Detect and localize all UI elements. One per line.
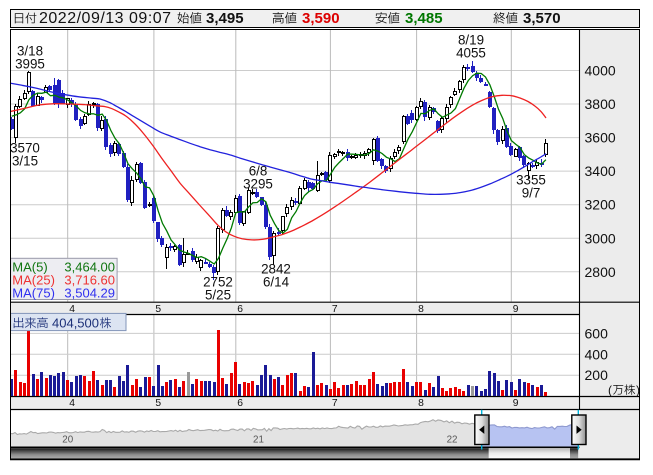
svg-text:3,495: 3,495 (206, 10, 244, 27)
svg-text:8: 8 (418, 398, 424, 409)
svg-text:MA(25): MA(25) (12, 273, 55, 288)
svg-text:2022/09/13 09:07: 2022/09/13 09:07 (39, 10, 172, 27)
svg-text:21: 21 (253, 435, 264, 446)
svg-text:5: 5 (155, 398, 161, 409)
svg-text:(: ( (608, 383, 612, 397)
svg-text:8/19: 8/19 (458, 32, 484, 47)
svg-text:): ) (636, 383, 640, 397)
svg-text:20: 20 (62, 435, 73, 446)
svg-text:3600: 3600 (585, 130, 616, 146)
svg-text:600: 600 (585, 325, 609, 341)
svg-text:3995: 3995 (15, 56, 45, 71)
svg-text:MA(75): MA(75) (12, 285, 55, 300)
svg-text:3/18: 3/18 (17, 43, 43, 58)
svg-text:9: 9 (513, 398, 519, 409)
svg-text:6: 6 (237, 398, 243, 409)
svg-text:6: 6 (237, 304, 243, 315)
svg-text:9/7: 9/7 (522, 185, 541, 200)
svg-text:3295: 3295 (243, 176, 273, 191)
svg-text:2842: 2842 (261, 261, 291, 276)
svg-text:7: 7 (332, 398, 338, 409)
svg-text:3,570: 3,570 (523, 10, 561, 27)
svg-text:3,590: 3,590 (302, 10, 340, 27)
svg-text:3,504.29: 3,504.29 (64, 285, 115, 300)
svg-text:5/25: 5/25 (205, 287, 231, 302)
svg-text:6/14: 6/14 (263, 274, 290, 289)
svg-text:8: 8 (418, 304, 424, 315)
svg-text:7: 7 (332, 304, 338, 315)
svg-text:3/15: 3/15 (12, 153, 38, 168)
svg-text:MA(5): MA(5) (12, 260, 47, 275)
svg-text:4: 4 (69, 398, 75, 409)
svg-text:4055: 4055 (456, 45, 486, 60)
svg-text:9: 9 (513, 304, 519, 315)
svg-text:2752: 2752 (203, 274, 233, 289)
svg-text:3570: 3570 (10, 140, 40, 155)
svg-text:3800: 3800 (585, 96, 616, 112)
svg-text:3400: 3400 (585, 163, 616, 179)
svg-text:3200: 3200 (585, 197, 616, 213)
svg-text:4000: 4000 (585, 63, 616, 79)
svg-text:3,464.00: 3,464.00 (64, 260, 115, 275)
svg-text:3,485: 3,485 (405, 10, 443, 27)
svg-text:3,716.60: 3,716.60 (64, 273, 115, 288)
svg-text:22: 22 (447, 435, 458, 446)
svg-text:6/8: 6/8 (249, 163, 268, 178)
svg-text:4: 4 (69, 304, 75, 315)
svg-text:400: 400 (585, 346, 609, 362)
svg-text:404,500: 404,500 (52, 315, 99, 330)
svg-text:3355: 3355 (516, 172, 546, 187)
svg-text:200: 200 (585, 367, 609, 383)
svg-text:3000: 3000 (585, 230, 616, 246)
svg-text:2800: 2800 (585, 264, 616, 280)
svg-text:5: 5 (155, 304, 161, 315)
